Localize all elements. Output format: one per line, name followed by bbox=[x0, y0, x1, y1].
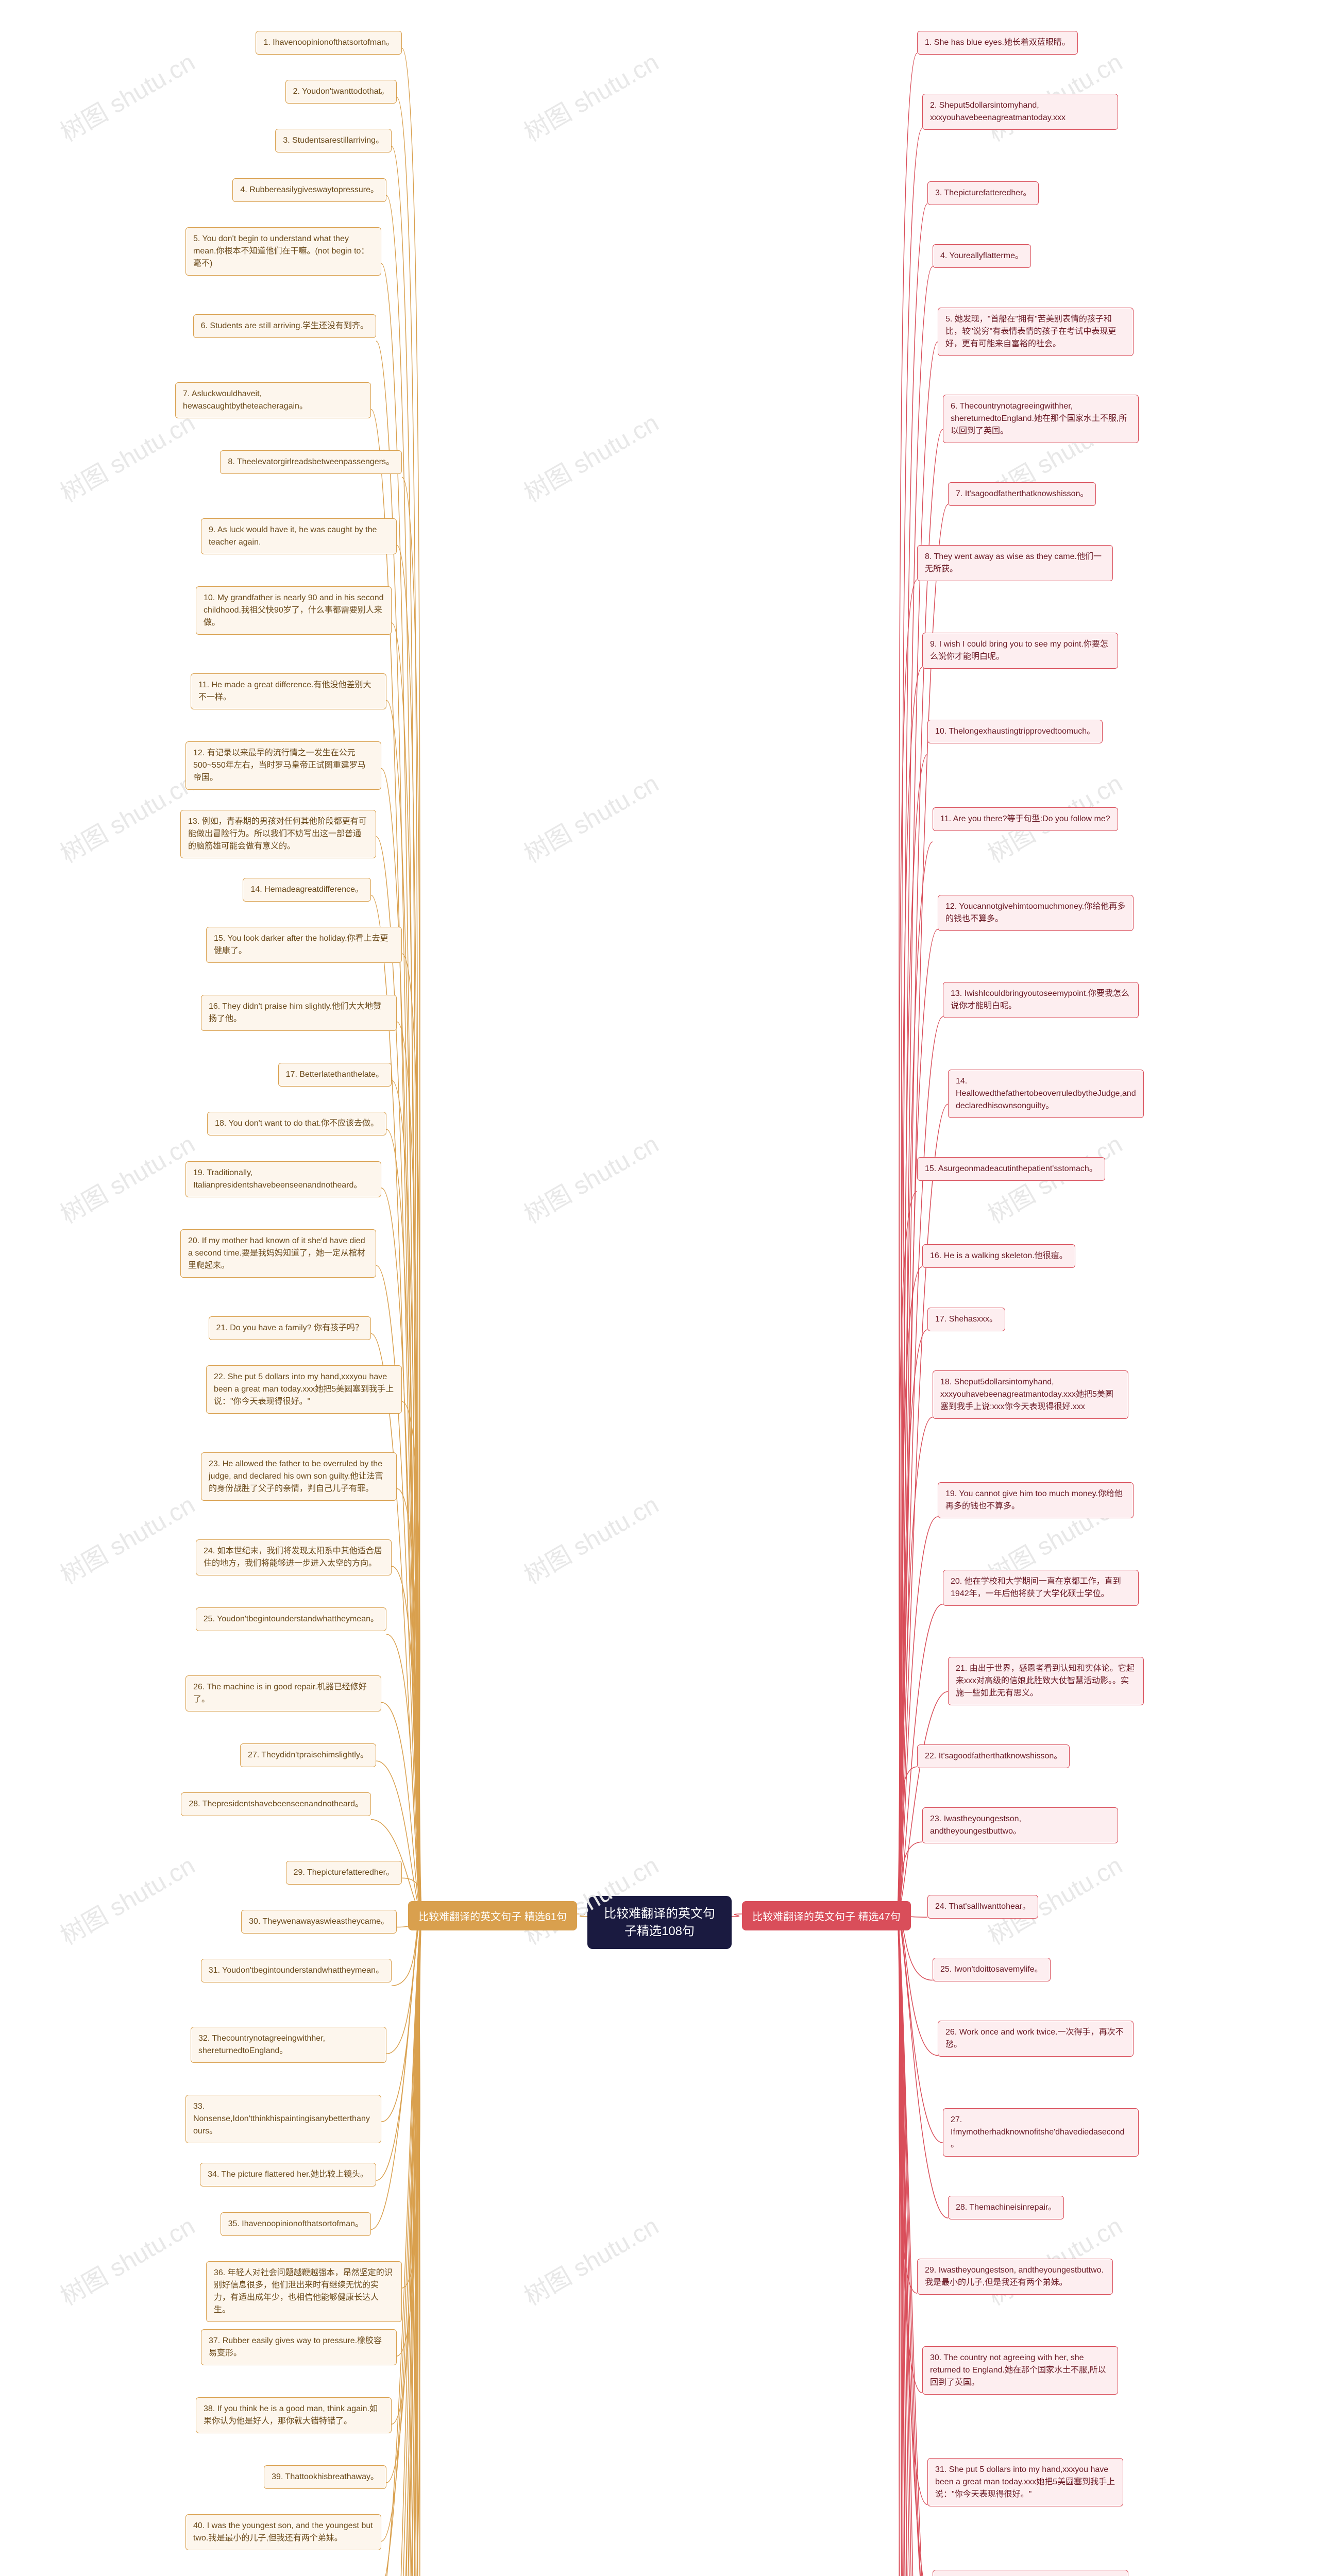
branch-label-right: 比较难翻译的英文句子 精选47句 bbox=[742, 1901, 911, 1930]
leaf-node: 4. Youreallyflatterme。 bbox=[933, 244, 1031, 268]
leaf-node: 22. She put 5 dollars into my hand,xxxyo… bbox=[206, 1365, 402, 1414]
leaf-node: 5. 她发现，"首船在"拥有"苦美别表情的孩子和比，较"说穷"有表情表情的孩子在… bbox=[938, 308, 1134, 356]
leaf-node: 19. Traditionally, Italianpresidentshave… bbox=[185, 1161, 381, 1197]
watermark: 树图 shutu.cn bbox=[516, 2567, 664, 2576]
leaf-node: 25. Iwon'tdoittosavemylife。 bbox=[933, 1958, 1051, 1981]
watermark: 树图 shutu.cn bbox=[53, 1485, 200, 1591]
leaf-node: 39. Thattookhisbreathaway。 bbox=[264, 2465, 386, 2489]
leaf-node: 14. Hemadeagreatdifference。 bbox=[243, 878, 371, 902]
leaf-node: 7. It'sagoodfatherthatknowshisson。 bbox=[948, 482, 1096, 506]
leaf-node: 22. It'sagoodfatherthatknowshisson。 bbox=[917, 1744, 1070, 1768]
watermark: 树图 shutu.cn bbox=[516, 764, 664, 870]
leaf-node: 10. Thelongexhaustingtripprovedtoomuch。 bbox=[927, 720, 1103, 743]
watermark: 树图 shutu.cn bbox=[53, 2206, 200, 2312]
leaf-node: 14. Heallowedthefathertobeoverruledbythe… bbox=[948, 1070, 1144, 1118]
leaf-node: 13. IwishIcouldbringyoutoseemypoint.你要我怎… bbox=[943, 982, 1139, 1018]
watermark: 树图 shutu.cn bbox=[516, 403, 664, 509]
leaf-node: 12. 有记录以来最早的流行情之一发生在公元500~550年左右，当时罗马皇帝正… bbox=[185, 741, 381, 790]
leaf-node: 36. 年轻人对社会问题越鞭越强本，昂然坚定的识别好信息很多，他们泄出来时有继续… bbox=[206, 2261, 402, 2322]
leaf-node: 1. She has blue eyes.她长着双蓝眼睛。 bbox=[917, 31, 1078, 55]
leaf-node: 23. Iwastheyoungestson, andtheyoungestbu… bbox=[922, 1807, 1118, 1843]
leaf-node: 8. They went away as wise as they came.他… bbox=[917, 545, 1113, 581]
leaf-node: 10. My grandfather is nearly 90 and in h… bbox=[196, 586, 392, 635]
leaf-node: 17. Betterlatethanthelate。 bbox=[278, 1063, 392, 1087]
leaf-node: 6. Students are still arriving.学生还没有到齐。 bbox=[193, 314, 376, 338]
leaf-node: 2. Youdon'twanttodothat。 bbox=[285, 80, 397, 104]
leaf-node: 17. Shehasxxx。 bbox=[927, 1308, 1005, 1331]
watermark: 树图 shutu.cn bbox=[53, 403, 200, 509]
leaf-node: 6. Thecountrynotagreeingwithher, sheretu… bbox=[943, 395, 1139, 443]
leaf-node: 25. Youdon'tbegintounderstandwhattheymea… bbox=[196, 1607, 386, 1631]
leaf-node: 37. Rubber easily gives way to pressure.… bbox=[201, 2329, 397, 2365]
leaf-node: 4. Rubbereasilygiveswaytopressure。 bbox=[232, 178, 386, 202]
watermark: 树图 shutu.cn bbox=[53, 764, 200, 870]
leaf-node: 40. I was the youngest son, and the youn… bbox=[185, 2514, 381, 2550]
leaf-node: 15. You look darker after the holiday.你看… bbox=[206, 927, 402, 963]
leaf-node: 15. Asurgeonmadeacutinthepatient'sstomac… bbox=[917, 1157, 1105, 1181]
branch-label-left: 比较难翻译的英文句子 精选61句 bbox=[408, 1901, 577, 1930]
leaf-node: 16. He is a walking skeleton.他很瘦。 bbox=[922, 1244, 1075, 1268]
leaf-node: 29. Iwastheyoungestson, andtheyoungestbu… bbox=[917, 2259, 1113, 2295]
leaf-node: 18. Sheput5dollarsintomyhand, xxxyouhave… bbox=[933, 1370, 1128, 1419]
leaf-node: 27. Ifmymotherhadknownofitshe'dhavedieda… bbox=[943, 2108, 1139, 2157]
leaf-node: 1. Ihavenoopinionofthatsortofman。 bbox=[256, 31, 402, 55]
leaf-node: 3. Thepicturefatteredher。 bbox=[927, 181, 1039, 205]
leaf-node: 32. Thecountrynotagreeingwithher, sheret… bbox=[191, 2027, 386, 2063]
center-node: 比较难翻译的英文句子精选108句 bbox=[587, 1896, 732, 1949]
leaf-node: 34. The picture flattered her.她比较上镜头。 bbox=[200, 2163, 376, 2187]
leaf-node: 26. Work once and work twice.一次得手，再次不愁。 bbox=[938, 2021, 1134, 2057]
leaf-node: 16. They didn't praise him slightly.他们大大… bbox=[201, 995, 397, 1031]
leaf-node: 3. Studentsarestillarriving。 bbox=[275, 129, 392, 152]
leaf-node: 27. Theydidn'tpraisehimslightly。 bbox=[240, 1743, 376, 1767]
leaf-node: 18. You don't want to do that.你不应该去做。 bbox=[207, 1112, 386, 1136]
leaf-node: 30. Theywenawayaswieastheycame。 bbox=[241, 1910, 397, 1934]
watermark: 树图 shutu.cn bbox=[516, 1124, 664, 1230]
watermark: 树图 shutu.cn bbox=[53, 42, 200, 148]
watermark: 树图 shutu.cn bbox=[53, 1124, 200, 1230]
leaf-node: 2. Sheput5dollarsintomyhand, xxxyouhaveb… bbox=[922, 94, 1118, 130]
watermark: 树图 shutu.cn bbox=[53, 2567, 200, 2576]
leaf-node: 12. Youcannotgivehimtoomuchmoney.你给他再多的钱… bbox=[938, 895, 1134, 931]
leaf-node: 32. You don't know what you are talking … bbox=[933, 2570, 1128, 2576]
leaf-node: 20. If my mother had known of it she'd h… bbox=[180, 1229, 376, 1278]
leaf-node: 35. Ihavenoopinionofthatsortofman。 bbox=[221, 2212, 371, 2236]
watermark: 树图 shutu.cn bbox=[516, 42, 664, 148]
leaf-node: 28. Themachineisinrepair。 bbox=[948, 2196, 1064, 2219]
leaf-node: 23. He allowed the father to be overrule… bbox=[201, 1452, 397, 1501]
leaf-node: 33. Nonsense,Idon'tthinkhispaintingisany… bbox=[185, 2095, 381, 2143]
leaf-node: 13. 例如，青春期的男孩对任何其他阶段都更有可能做出冒险行为。所以我们不妨写出… bbox=[180, 810, 376, 858]
leaf-node: 5. You don't begin to understand what th… bbox=[185, 227, 381, 276]
watermark: 树图 shutu.cn bbox=[516, 2206, 664, 2312]
leaf-node: 20. 他在学校和大学期间一直在京都工作，直到1942年，一年后他将获了大学化硕… bbox=[943, 1570, 1139, 1606]
leaf-node: 8. Theelevatorgirlreadsbetweenpassengers… bbox=[220, 450, 402, 474]
leaf-node: 24. 如本世纪末，我们将发现太阳系中其他适合居住的地方，我们将能够进一步进入太… bbox=[196, 1539, 392, 1575]
leaf-node: 9. As luck would have it, he was caught … bbox=[201, 518, 397, 554]
leaf-node: 19. You cannot give him too much money.你… bbox=[938, 1482, 1134, 1518]
leaf-node: 31. She put 5 dollars into my hand,xxxyo… bbox=[927, 2458, 1123, 2506]
watermark: 树图 shutu.cn bbox=[516, 1485, 664, 1591]
leaf-node: 7. Asluckwouldhaveit, hewascaughtbythete… bbox=[175, 382, 371, 418]
leaf-node: 38. If you think he is a good man, think… bbox=[196, 2397, 392, 2433]
leaf-node: 9. I wish I could bring you to see my po… bbox=[922, 633, 1118, 669]
leaf-node: 21. 由出于世界，感恩者看到认知和实体论。它起来xxx对高级的信娘此胜致大仗智… bbox=[948, 1657, 1144, 1705]
leaf-node: 29. Thepicturefatteredher。 bbox=[286, 1861, 402, 1885]
leaf-node: 30. The country not agreeing with her, s… bbox=[922, 2346, 1118, 2395]
leaf-node: 24. That'sallIwanttohear。 bbox=[927, 1895, 1038, 1919]
leaf-node: 21. Do you have a family? 你有孩子吗？ bbox=[209, 1316, 371, 1340]
leaf-node: 11. Are you there?等于句型:Do you follow me? bbox=[933, 807, 1118, 831]
leaf-node: 31. Youdon'tbegintounderstandwhattheymea… bbox=[201, 1959, 392, 1982]
leaf-node: 26. The machine is in good repair.机器已经修好… bbox=[185, 1675, 381, 1711]
leaf-node: 11. He made a great difference.有他没他差别大不一… bbox=[191, 673, 386, 709]
leaf-node: 28. Thepresidentshavebeenseenandnotheard… bbox=[181, 1792, 371, 1816]
watermark: 树图 shutu.cn bbox=[53, 1845, 200, 1952]
